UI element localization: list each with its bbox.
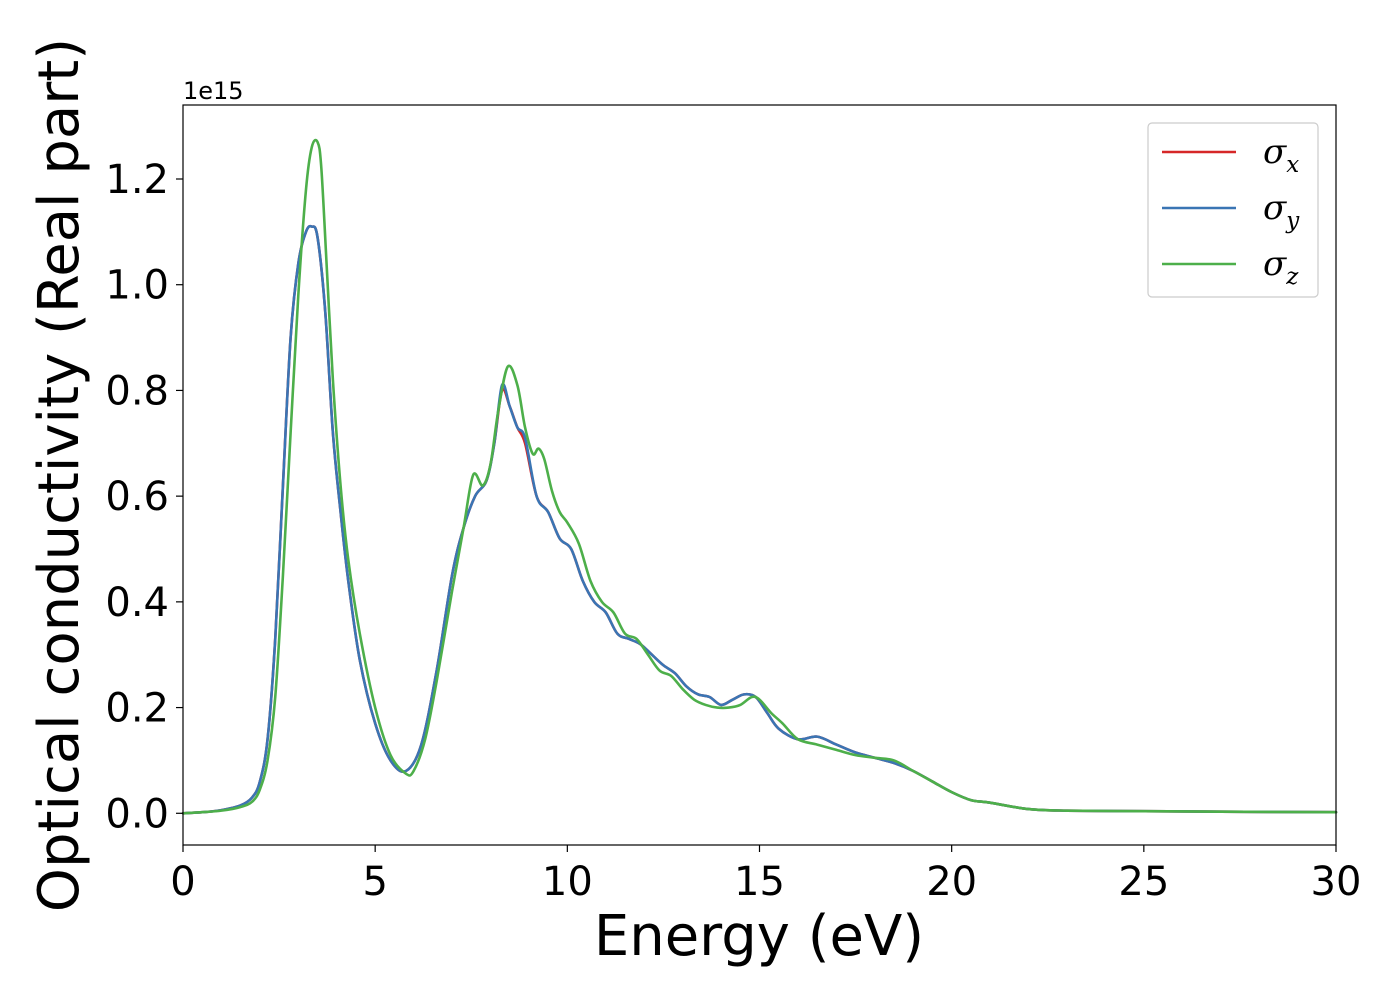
y-axis-label: Optical conductivity (Real part) — [27, 38, 92, 912]
y-offset-label: 1e15 — [183, 77, 244, 105]
y-tick-label: 0.8 — [105, 368, 169, 414]
x-tick-label: 10 — [542, 859, 593, 905]
legend-frame — [1147, 122, 1319, 298]
y-tick-label: 0.6 — [105, 474, 169, 520]
y-tick-label: 0.4 — [105, 580, 169, 626]
x-axis-label: Energy (eV) — [594, 904, 924, 969]
x-tick-label: 0 — [170, 859, 195, 905]
series-line-z — [181, 138, 1338, 815]
x-tick-label: 15 — [734, 859, 785, 905]
y-tick-label: 0.2 — [105, 686, 169, 732]
x-tick-label: 30 — [1311, 859, 1362, 905]
y-tick-label: 1.2 — [105, 157, 169, 203]
series-line-y — [181, 224, 1338, 815]
x-tick-label: 25 — [1118, 859, 1169, 905]
x-axis-ticks: 0 5 10 15 20 25 30 — [170, 845, 1361, 905]
series-layer — [181, 138, 1338, 815]
x-tick-label: 5 — [362, 859, 387, 905]
y-axis-ticks: 0.0 0.2 0.4 0.6 0.8 1.0 1.2 — [105, 157, 183, 837]
y-tick-label: 1.0 — [105, 263, 169, 309]
y-tick-label: 0.0 — [105, 791, 169, 837]
x-tick-label: 20 — [926, 859, 977, 905]
